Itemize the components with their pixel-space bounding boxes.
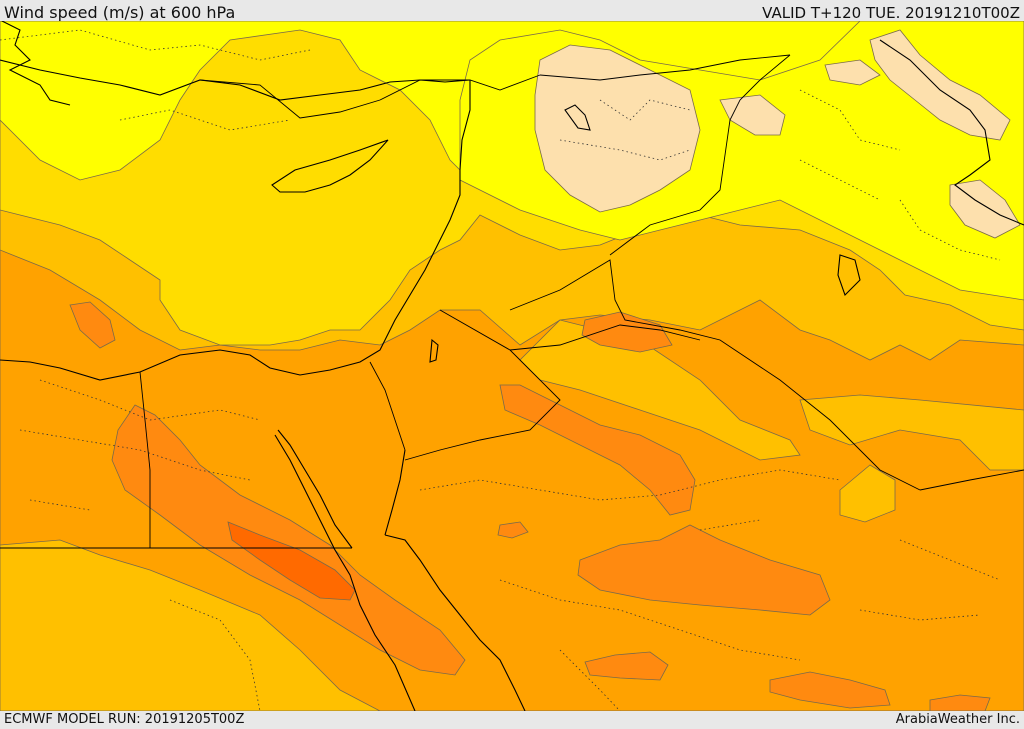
coastline-gulf-aqaba [384,449,406,536]
coastline-aegean [0,21,71,106]
band-dark-orange-s2 [769,671,891,709]
wind-speed-map[interactable] [0,21,1024,711]
footer-bar: ECMWF MODEL RUN: 20191205T00Z ArabiaWeat… [0,711,1024,729]
border-turkey-syria [199,74,541,119]
map-canvas [0,21,1024,711]
coastline-red-sea-east [384,534,526,711]
admin-lines-iran [799,89,1001,261]
border-egypt-israel [369,361,406,451]
admin-lines-saudi [419,469,1001,711]
coastline-caspian-urmia [564,104,591,131]
header-bar: Wind speed (m/s) at 600 hPa VALID T+120 … [0,0,1024,22]
model-run: ECMWF MODEL RUN: 20191205T00Z [4,712,245,727]
band-lightest-ne [869,29,1011,141]
coastline-mediterranean [0,80,471,381]
band-dark-orange-ege [929,694,991,711]
border-syria-iraq [539,54,791,81]
coastline-gulf [879,39,1024,226]
band-dark-orange-blob [69,301,116,349]
border-iraq-iran [609,54,791,256]
coastline-dead-sea [429,338,439,363]
border-jordan-saudi [509,259,921,491]
band-amber-blob-e [839,464,896,523]
coastline-turkey-south [0,59,471,101]
coastline-gulf-suez [277,429,353,549]
band-amber-sw [0,539,381,711]
coastline-red-sea-west [274,434,416,711]
coastline-gulf-islands [837,254,861,297]
band-lightest [534,44,701,213]
valid-time: VALID T+120 TUE. 20191210T00Z [762,4,1020,22]
coastline-cyprus [271,139,389,193]
admin-lines-egypt [19,379,261,711]
band-dark-orange-mid [499,384,696,516]
band-amber-east [799,394,1024,471]
credit-text: ArabiaWeather Inc. [895,712,1020,727]
band-dark-orange-blob2 [497,521,529,539]
band-dark-orange-se [577,524,831,616]
band-dark-orange-s [584,651,669,681]
border-egypt-libya [139,371,151,548]
band-dark-orange-sw [111,404,466,676]
band-lightest-blob2 [824,59,881,86]
map-title: Wind speed (m/s) at 600 hPa [4,3,236,22]
band-red-orange-core [227,521,356,601]
border-saudi-yemen [919,469,1024,491]
border-saudi-east [509,324,701,351]
